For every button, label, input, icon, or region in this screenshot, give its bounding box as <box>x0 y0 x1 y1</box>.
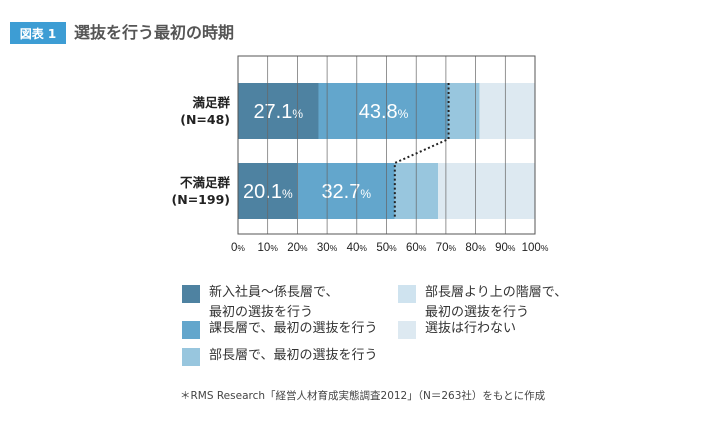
category-label: 満足群(N=48) <box>180 95 230 127</box>
legend-swatch <box>182 285 200 303</box>
legend-swatch <box>182 321 200 339</box>
legend-item-above-director: 部長層より上の階層で、 最初の選抜を行う <box>398 283 567 323</box>
x-tick-label: 40% <box>347 242 368 254</box>
legend-item-junior: 新入社員〜係長層で、 最初の選抜を行う <box>182 283 338 323</box>
bar-segment <box>297 163 395 219</box>
legend-item-director: 部長層で、最初の選抜を行う <box>182 346 377 366</box>
data-label: 20.1% <box>243 181 293 203</box>
x-tick-label: 20% <box>287 242 308 254</box>
x-tick-label: 0% <box>231 242 245 254</box>
legend-label: 課長層で、最初の選抜を行う <box>209 321 378 336</box>
bar-segment <box>448 83 480 139</box>
connector-line <box>393 83 450 219</box>
legend-swatch <box>398 321 416 339</box>
x-tick-label: 100% <box>522 242 549 254</box>
x-tick-label: 60% <box>406 242 427 254</box>
legend-item-no-selection: 選抜は行わない <box>398 319 516 339</box>
x-tick-label: 10% <box>258 242 279 254</box>
legend-swatch <box>182 348 200 366</box>
x-tick-label: 70% <box>436 242 457 254</box>
legend-item-section-manager: 課長層で、最初の選抜を行う <box>182 319 377 339</box>
category-label: 不満足群(N=199) <box>172 175 231 207</box>
legend-label: 部長層より上の階層で、 最初の選抜を行う <box>425 285 568 320</box>
bar-segment <box>438 163 535 219</box>
data-label: 43.8% <box>359 101 409 123</box>
bar-segment <box>318 83 449 139</box>
legend-label: 部長層で、最初の選抜を行う <box>209 348 378 363</box>
figure-badge: 図表 1 <box>10 22 66 44</box>
bar-segment <box>238 83 319 139</box>
data-label: 32.7% <box>321 181 371 203</box>
x-tick-label: 50% <box>376 242 397 254</box>
data-label: 27.1% <box>253 101 303 123</box>
figure-title: 選抜を行う最初の時期 <box>74 23 235 42</box>
x-tick-label: 30% <box>317 242 338 254</box>
plot-border <box>237 55 536 235</box>
legend-label: 選抜は行わない <box>425 321 517 336</box>
x-tick-label: 90% <box>495 242 516 254</box>
legend-label: 新入社員〜係長層で、 最初の選抜を行う <box>209 285 339 320</box>
bar-segment <box>479 83 535 139</box>
x-tick-label: 80% <box>465 242 486 254</box>
legend-swatch <box>398 285 416 303</box>
source-note: ＊RMS Research「経営人材育成実態調査2012」（N＝263社）をもと… <box>180 390 546 402</box>
